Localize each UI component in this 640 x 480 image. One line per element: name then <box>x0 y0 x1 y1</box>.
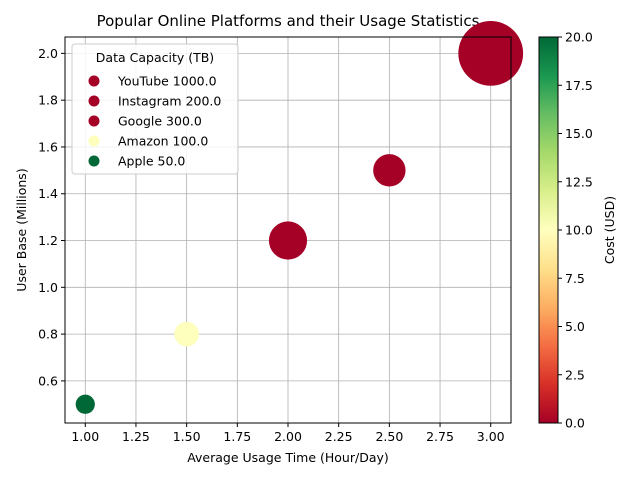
y-tick-label: 1.8 <box>38 93 58 108</box>
colorbar-tick-label: 2.5 <box>565 367 585 382</box>
colorbar-label: Cost (USD) <box>602 196 617 264</box>
colorbar-tick-label: 12.5 <box>565 174 593 189</box>
x-tick-label: 2.50 <box>375 429 403 444</box>
x-tick-label: 2.75 <box>426 429 454 444</box>
legend-label: Apple 50.0 <box>118 154 185 169</box>
colorbar-tick-label: 17.5 <box>565 78 593 93</box>
colorbar-tick-label: 10.0 <box>565 223 593 238</box>
legend-marker <box>88 95 100 107</box>
point-youtube <box>458 20 524 86</box>
x-axis-label: Average Usage Time (Hour/Day) <box>187 450 389 465</box>
legend-box <box>71 43 239 175</box>
legend-marker <box>88 135 100 147</box>
colorbar-tick-label: 0.0 <box>565 416 585 431</box>
y-tick-label: 0.6 <box>38 373 58 388</box>
colorbar-tick-label: 20.0 <box>565 30 593 45</box>
legend-marker <box>88 155 100 167</box>
x-ticks: 1.00 1.25 1.50 1.75 2.00 2.25 2.50 2.75 3.00 <box>71 423 505 444</box>
colorbar-ticks: 0.0 2.5 5.0 7.5 10.0 12.5 15.0 17.5 20.0 <box>558 30 593 431</box>
y-tick-label: 0.8 <box>38 327 58 342</box>
chart-title: Popular Online Platforms and their Usage… <box>97 12 480 30</box>
point-apple <box>75 394 95 414</box>
legend-label: Amazon 100.0 <box>118 134 208 149</box>
legend-title: Data Capacity (TB) <box>96 50 214 65</box>
x-tick-label: 1.25 <box>122 429 150 444</box>
legend-label: Google 300.0 <box>118 114 202 129</box>
point-instagram <box>373 154 406 187</box>
legend-label: YouTube 1000.0 <box>117 74 217 89</box>
x-tick-label: 3.00 <box>477 429 505 444</box>
x-tick-label: 1.75 <box>223 429 251 444</box>
y-tick-label: 1.0 <box>38 280 58 295</box>
y-ticks: 0.6 0.8 1.0 1.2 1.4 1.6 1.8 2.0 <box>38 46 65 388</box>
colorbar-gradient <box>539 37 558 423</box>
legend: Data Capacity (TB) YouTube 1000.0 Instagr… <box>71 43 239 175</box>
point-amazon <box>174 321 199 347</box>
point-google <box>268 221 308 260</box>
colorbar-tick-label: 15.0 <box>565 126 593 141</box>
colorbar-tick-label: 5.0 <box>565 319 585 334</box>
x-tick-label: 2.25 <box>325 429 353 444</box>
legend-marker <box>88 115 100 127</box>
y-axis-label: User Base (Millions) <box>14 168 29 291</box>
colorbar: 0.0 2.5 5.0 7.5 10.0 12.5 15.0 17.5 20.0 Cost (U… <box>538 30 617 431</box>
legend-marker <box>88 75 100 87</box>
legend-label: Instagram 200.0 <box>118 94 221 109</box>
x-tick-label: 1.00 <box>71 429 99 444</box>
x-tick-label: 2.00 <box>274 429 302 444</box>
y-tick-label: 1.2 <box>38 233 58 248</box>
y-tick-label: 2.0 <box>38 46 58 61</box>
y-tick-label: 1.6 <box>38 139 58 154</box>
y-tick-label: 1.4 <box>38 186 58 201</box>
colorbar-tick-label: 7.5 <box>565 271 585 286</box>
legend-entries: YouTube 1000.0 Instagram 200.0 Google 300.… <box>88 74 221 169</box>
x-tick-label: 1.50 <box>173 429 201 444</box>
